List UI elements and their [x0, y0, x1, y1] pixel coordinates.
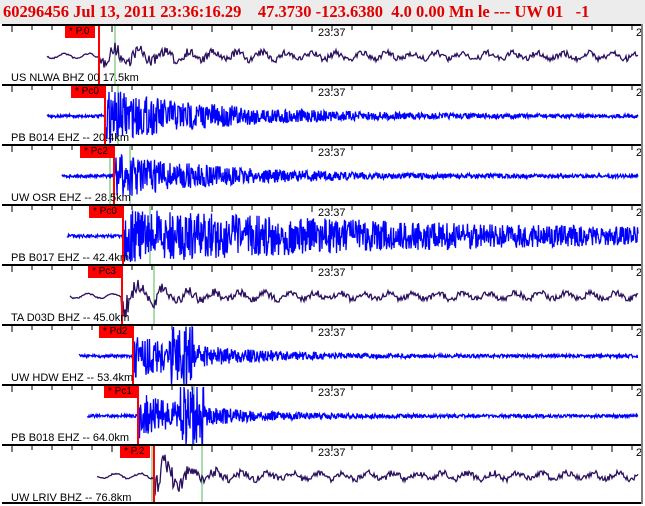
time-label-edge: 2 — [636, 207, 641, 219]
time-label-edge: 2 — [636, 267, 641, 279]
waveform-plot — [11, 206, 639, 264]
station-label: PB B014 EHZ -- 20.4km — [11, 132, 129, 144]
station-label: UW LRIV BHZ -- 76.8km — [11, 492, 132, 504]
time-label-edge: 2 — [636, 387, 641, 399]
phase-pick-label[interactable]: * Pc0 — [71, 86, 105, 98]
phase-pick-label[interactable]: * Pc2 — [80, 146, 114, 158]
phase-pick-label[interactable]: * Pd2 — [99, 326, 134, 338]
station-label: PB B017 EHZ -- 42.4km — [11, 252, 129, 264]
trace-panel[interactable]: * P.0 23:37 2 US NLWA BHZ 00 17.5km — [2, 24, 641, 84]
time-label: 23:37 — [318, 447, 346, 459]
time-label: 23:37 — [318, 387, 346, 399]
station-label: US NLWA BHZ 00 17.5km — [11, 72, 139, 84]
waveform-trace — [66, 210, 639, 262]
phase-pick-label[interactable]: * P.2 — [120, 446, 151, 458]
seismogram-panels: * P.0 23:37 2 US NLWA BHZ 00 17.5km * Pc… — [2, 24, 643, 504]
station-label: UW OSR EHZ -- 28.5km — [11, 192, 131, 204]
time-label: 23:37 — [318, 327, 346, 339]
time-label-edge: 2 — [636, 27, 641, 39]
waveform-trace — [78, 326, 639, 384]
waveform-trace — [69, 279, 639, 318]
waveform-trace — [46, 88, 639, 144]
waveform-plot — [11, 266, 639, 324]
time-label: 23:37 — [318, 207, 346, 219]
phase-pick-label[interactable]: * P.0 — [65, 26, 96, 38]
phase-pick-label[interactable]: * Pc0 — [89, 206, 123, 218]
time-label: 23:37 — [318, 27, 346, 39]
waveform-trace — [61, 154, 639, 196]
waveform-trace — [46, 42, 639, 68]
trace-panel[interactable]: * Pd2 23:37 2 UW HDW EHZ -- 53.4km — [2, 324, 641, 384]
waveform-plot — [11, 386, 639, 444]
trace-panel[interactable]: * Pc0 23:37 2 PB B017 EHZ -- 42.4km — [2, 204, 641, 264]
station-label: UW HDW EHZ -- 53.4km — [11, 372, 134, 384]
phase-pick-label[interactable]: * Pc3 — [88, 266, 122, 278]
phase-pick-label[interactable]: * Pc1 — [104, 386, 138, 398]
waveform-plot — [11, 446, 639, 504]
trace-panel[interactable]: * P.2 23:37 2 UW LRIV BHZ -- 76.8km — [2, 444, 641, 504]
trace-panel[interactable]: * Pc1 23:37 2 PB B018 EHZ -- 64.0km — [2, 384, 641, 444]
waveform-plot — [11, 326, 639, 384]
trace-panel[interactable]: * Pc3 23:37 2 TA D03D BHZ -- 45.0km — [2, 264, 641, 324]
time-label-edge: 2 — [636, 147, 641, 159]
time-label: 23:37 — [318, 147, 346, 159]
time-label: 23:37 — [318, 267, 346, 279]
time-label: 23:37 — [318, 87, 346, 99]
panel-bottom-border — [2, 502, 641, 504]
time-label-edge: 2 — [636, 87, 641, 99]
time-label-edge: 2 — [636, 327, 641, 339]
waveform-trace — [87, 386, 639, 444]
time-label-edge: 2 — [636, 447, 641, 459]
trace-panel[interactable]: * Pc2 23:37 2 UW OSR EHZ -- 28.5km — [2, 144, 641, 204]
station-label: TA D03D BHZ -- 45.0km — [11, 312, 130, 324]
waveform-plot — [11, 26, 639, 84]
trace-panel[interactable]: * Pc0 23:37 2 PB B014 EHZ -- 20.4km — [2, 84, 641, 144]
waveform-trace — [96, 454, 639, 496]
event-header: 60296456 Jul 13, 2011 23:36:16.29 47.373… — [0, 0, 645, 24]
station-label: PB B018 EHZ -- 64.0km — [11, 432, 129, 444]
